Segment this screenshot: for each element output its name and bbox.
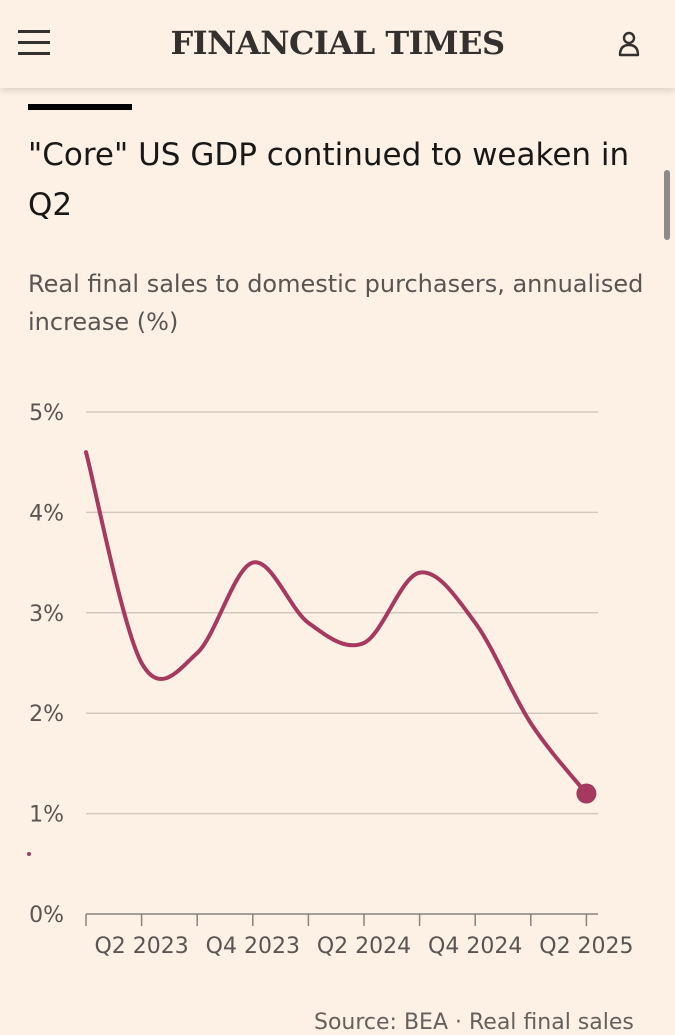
x-tick-label: Q2 2023 xyxy=(94,934,188,959)
user-account-icon[interactable] xyxy=(612,28,646,62)
legend-dot xyxy=(27,852,31,856)
y-tick-label: 4% xyxy=(29,501,64,526)
y-tick-label: 3% xyxy=(29,602,64,627)
y-tick-label: 2% xyxy=(29,702,64,727)
x-tick-label: Q4 2023 xyxy=(206,934,300,959)
site-logo[interactable]: FINANCIAL TIMES xyxy=(170,24,505,62)
y-tick-label: 5% xyxy=(29,401,64,426)
x-tick-label: Q2 2025 xyxy=(539,934,633,959)
scrollbar-thumb[interactable] xyxy=(664,170,670,240)
end-point-marker xyxy=(576,783,597,804)
x-tick-label: Q4 2024 xyxy=(428,934,522,959)
x-tick-label: Q2 2024 xyxy=(317,934,411,959)
series-line xyxy=(84,450,589,796)
source-note: Source: BEA · Real final sales xyxy=(314,1010,634,1035)
site-header: FINANCIAL TIMES xyxy=(0,0,675,88)
y-tick-label: 1% xyxy=(29,803,64,828)
chart-title: "Core" US GDP continued to weaken in Q2 xyxy=(28,137,630,223)
topic-marker-bar xyxy=(28,104,132,110)
chart-subtitle: Real final sales to domestic purchasers,… xyxy=(28,270,644,336)
hamburger-menu-icon[interactable] xyxy=(18,26,52,60)
y-tick-label: 0% xyxy=(29,903,64,928)
